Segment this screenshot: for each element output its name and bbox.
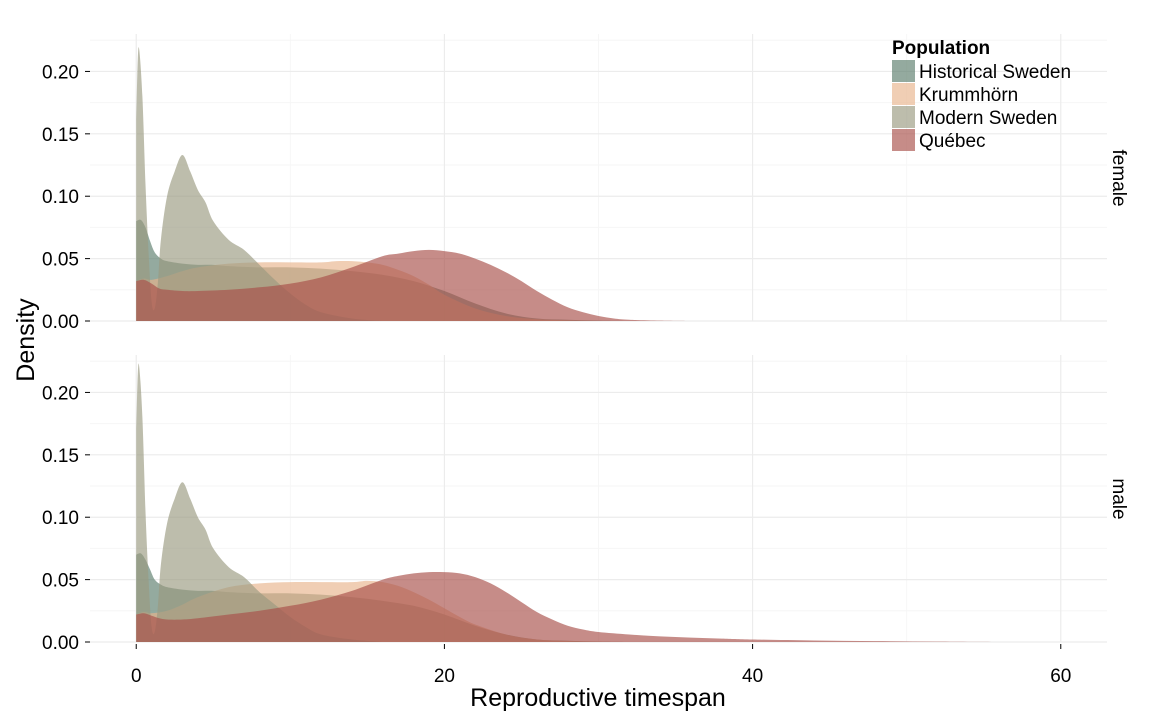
facet-strip-label-male: male [1108, 478, 1129, 519]
legend-item-modern-sweden: Modern Sweden [892, 106, 1057, 129]
y-tick-label: 0.15 [42, 446, 79, 467]
y-tick-label: 0.20 [42, 62, 79, 83]
density-area-male-quebec [136, 571, 1000, 642]
panels-layer [90, 34, 1107, 643]
y-tick-label: 0.10 [42, 508, 79, 529]
y-tick-label: 0.10 [42, 187, 79, 208]
y-tick-label: 0.00 [42, 633, 79, 654]
legend-key-historical-sweden [892, 60, 915, 82]
legend-item-historical-sweden: Historical Sweden [892, 60, 1071, 83]
x-axis-title: Reproductive timespan [470, 684, 726, 712]
x-tick-label: 0 [131, 666, 142, 687]
y-tick-label: 0.20 [42, 383, 79, 404]
x-tick-label: 20 [434, 666, 455, 687]
legend: Population Historical SwedenKrummhörnMod… [892, 38, 1071, 152]
axes-layer: 0.00 0.05 0.10 0.15 0.20 0.00 0.05 0.10 0.15 0.20… [42, 62, 1071, 687]
y-tick-label: 0.15 [42, 125, 79, 146]
legend-label-quebec: Québec [919, 131, 986, 152]
density-area-female-quebec [136, 249, 691, 321]
facet-strip-label-female: female [1108, 149, 1129, 206]
y-tick-label: 0.05 [42, 571, 79, 592]
facet-panel-female [90, 34, 1107, 322]
legend-key-modern-sweden [892, 106, 915, 128]
legend-label-krummhorn: Krummhörn [919, 85, 1018, 106]
density-area-male-modern-sweden [136, 363, 383, 642]
y-tick-label: 0.05 [42, 250, 79, 271]
y-axis-title: Density [12, 298, 40, 382]
legend-key-quebec [892, 129, 915, 151]
density-area-female-modern-sweden [136, 47, 383, 321]
x-tick-label: 40 [742, 666, 763, 687]
facet-panel-male [90, 355, 1107, 643]
x-tick-label: 60 [1050, 666, 1071, 687]
y-tick-label: 0.00 [42, 312, 79, 333]
legend-item-quebec: Québec [892, 129, 986, 152]
legend-key-krummhorn [892, 83, 915, 105]
legend-title: Population [892, 38, 990, 59]
legend-label-historical-sweden: Historical Sweden [919, 62, 1071, 83]
legend-label-modern-sweden: Modern Sweden [919, 108, 1057, 129]
legend-item-krummhorn: Krummhörn [892, 83, 1018, 106]
